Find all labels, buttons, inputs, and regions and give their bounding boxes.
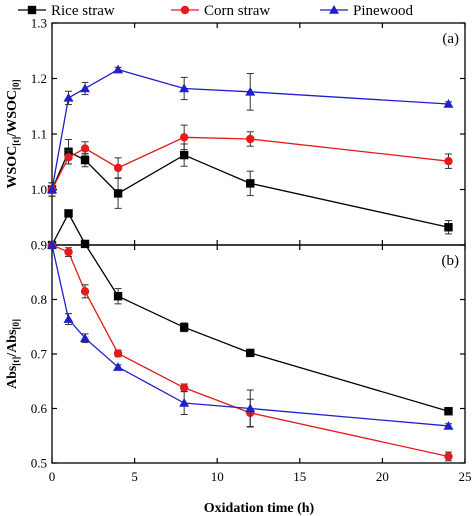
y-tick-label: 1.2	[31, 71, 47, 86]
panel-label: (b)	[442, 253, 460, 269]
data-point	[245, 86, 256, 96]
x-tick-label: 5	[131, 469, 138, 484]
data-point	[47, 184, 57, 194]
x-tick-label: 25	[459, 469, 472, 484]
y-tick-label: 1.0	[31, 182, 47, 197]
data-point	[80, 239, 90, 249]
series-line	[51, 212, 449, 412]
data-point	[245, 403, 256, 413]
y-tick-label: 1.1	[31, 127, 47, 142]
y-tick-label: 0.5	[31, 456, 47, 471]
x-tick-label: 20	[376, 469, 389, 484]
data-point	[64, 153, 73, 162]
legend-label: Pinewood	[353, 3, 414, 19]
y-tick-label: 0.6	[31, 401, 48, 416]
data-point	[113, 292, 123, 301]
data-point	[80, 333, 91, 342]
data-point	[444, 452, 453, 461]
data-point	[113, 163, 123, 173]
data-point	[179, 150, 189, 160]
series-rice-straw	[47, 209, 453, 416]
data-point	[64, 247, 73, 257]
series-rice-straw	[47, 139, 453, 235]
legend-marker	[180, 5, 190, 15]
data-point	[443, 99, 454, 108]
y-tick-label: 0.8	[31, 292, 47, 307]
x-tick-label: 10	[211, 469, 224, 484]
panel-b: 0.5 0.6 0.7 0.8 0.9 (b) Abs[t]/Abs[0]	[5, 209, 466, 471]
data-point	[179, 323, 189, 332]
data-point	[246, 348, 255, 358]
data-point	[113, 349, 123, 358]
data-point	[64, 209, 73, 218]
series-pinewood	[47, 240, 454, 430]
data-point	[47, 240, 57, 249]
data-point	[179, 383, 189, 392]
y-axis-title: WSOC[t]/WSOC[0]	[5, 80, 21, 189]
y-tick-label: 0.9	[31, 238, 47, 253]
legend-entry: Pinewood	[320, 3, 414, 19]
data-point	[113, 64, 124, 74]
data-point	[443, 420, 454, 430]
data-point	[63, 314, 74, 323]
x-axis-title: Oxidation time (h)	[204, 501, 315, 516]
x-tick-label: 15	[293, 469, 306, 484]
legend-entry: Rice straw	[18, 3, 115, 19]
series-pinewood	[47, 64, 454, 197]
data-point	[246, 134, 255, 144]
data-point	[444, 223, 453, 232]
data-point	[113, 189, 123, 198]
y-axis-title: Abs[t]/Abs[0]	[5, 319, 21, 389]
data-point	[179, 398, 190, 407]
legend-label: Rice straw	[51, 3, 115, 19]
data-point	[113, 362, 124, 371]
legend-marker	[27, 5, 37, 15]
data-point	[80, 155, 90, 165]
plot-frame	[51, 22, 466, 246]
data-point	[80, 144, 90, 153]
data-point	[80, 83, 91, 93]
data-point	[63, 92, 74, 102]
panel-label: (a)	[442, 31, 459, 47]
legend-entry: Corn straw	[171, 3, 270, 19]
x-tick-label: 0	[49, 469, 56, 484]
data-point	[444, 407, 453, 416]
data-point	[80, 287, 90, 296]
panel-a: 1.0 1.1 1.2 1.3 (a) WSOC[t]/WSOC[0]	[5, 16, 466, 246]
data-point	[179, 83, 190, 93]
y-tick-label: 1.3	[31, 16, 47, 31]
legend-marker	[329, 5, 339, 14]
legend: Rice straw Corn straw Pinewood	[18, 3, 414, 19]
data-point	[444, 156, 453, 166]
legend-label: Corn straw	[204, 3, 270, 19]
data-point	[246, 179, 255, 188]
y-tick-label: 0.7	[31, 347, 48, 362]
data-point	[179, 133, 189, 142]
x-axis: 0 5 10 15 20 25	[49, 469, 472, 484]
